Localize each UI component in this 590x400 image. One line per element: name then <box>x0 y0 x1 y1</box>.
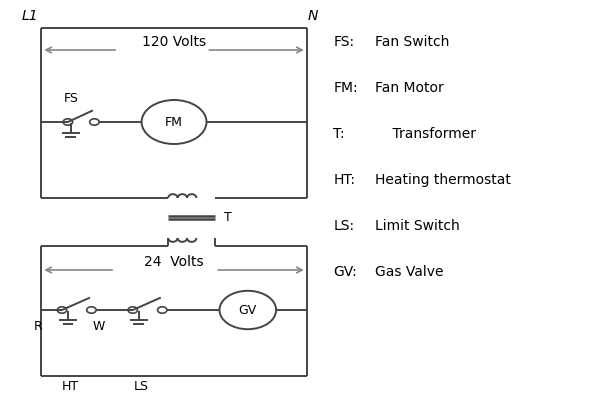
Text: HT:: HT: <box>333 173 355 187</box>
Text: LS: LS <box>134 380 149 393</box>
Text: GV: GV <box>239 304 257 316</box>
Text: W: W <box>93 320 104 333</box>
Text: 24  Volts: 24 Volts <box>144 255 204 269</box>
Text: GV:: GV: <box>333 265 357 279</box>
Text: FM: FM <box>165 116 183 128</box>
Text: Heating thermostat: Heating thermostat <box>375 173 510 187</box>
Text: 120 Volts: 120 Volts <box>142 35 206 49</box>
Text: L1: L1 <box>21 9 38 23</box>
Text: FS: FS <box>63 92 78 105</box>
Text: LS:: LS: <box>333 219 355 233</box>
Text: Gas Valve: Gas Valve <box>375 265 443 279</box>
Text: T: T <box>224 211 232 224</box>
Text: FM:: FM: <box>333 81 358 95</box>
Text: FS:: FS: <box>333 35 355 49</box>
Text: Transformer: Transformer <box>375 127 476 141</box>
Text: HT: HT <box>62 380 80 393</box>
Text: Fan Motor: Fan Motor <box>375 81 444 95</box>
Text: Fan Switch: Fan Switch <box>375 35 449 49</box>
Text: Limit Switch: Limit Switch <box>375 219 460 233</box>
Text: T:: T: <box>333 127 345 141</box>
Text: N: N <box>307 9 318 23</box>
Text: R: R <box>34 320 42 333</box>
